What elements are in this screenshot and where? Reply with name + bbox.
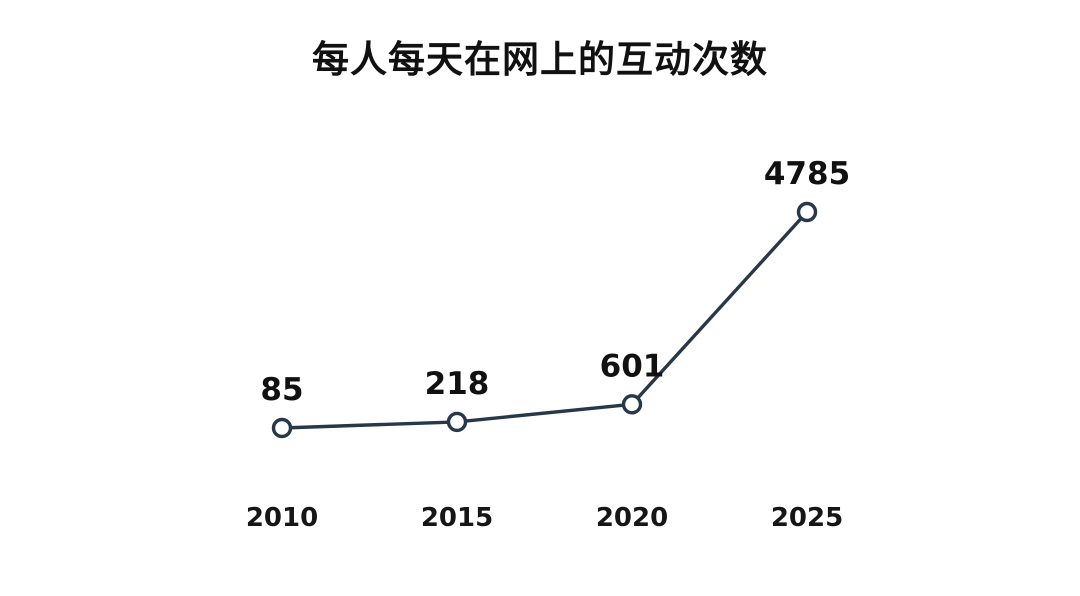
- x-axis-tick-label: 2025: [771, 503, 843, 533]
- x-axis-tick-label: 2015: [421, 503, 493, 533]
- data-point-marker: [446, 411, 468, 433]
- data-point-value-label: 218: [425, 366, 490, 402]
- data-point-marker: [796, 201, 818, 223]
- data-point-marker: [621, 394, 643, 415]
- data-point-value-label: 601: [600, 348, 665, 384]
- data-point-value-label: 4785: [764, 156, 850, 192]
- data-point-marker: [271, 417, 293, 439]
- trend-line: [281, 210, 809, 430]
- chart-title: 每人每天在网上的互动次数: [312, 38, 768, 81]
- x-axis-tick-label: 2010: [246, 503, 318, 533]
- x-axis-tick-label: 2020: [596, 503, 668, 533]
- data-point-value-label: 85: [260, 372, 303, 408]
